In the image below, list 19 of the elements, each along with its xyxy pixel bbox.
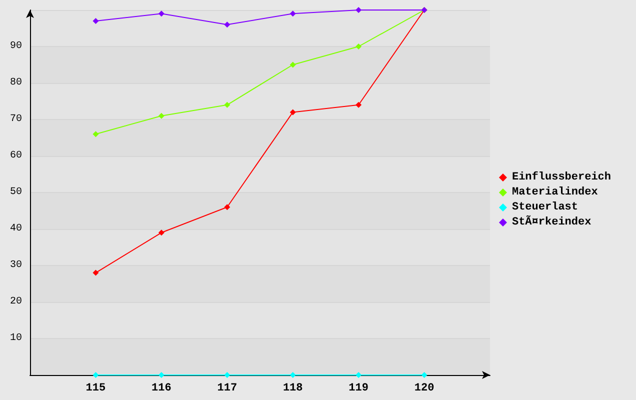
x-tick-label: 119 [348,382,368,394]
y-tick-label: 80 [10,78,22,88]
x-tick-label: 120 [414,382,434,394]
x-tick-label: 115 [86,382,106,394]
y-tick-label: 20 [10,296,22,308]
y-tick-label: 70 [10,114,22,125]
legend-label: Steuerlast [512,202,578,214]
legend-label: Einflussbereich [512,170,612,184]
x-tick-label: 116 [152,382,172,394]
x-tick-label: 118 [282,382,304,394]
y-tick-label: 90 [10,41,22,52]
legend-label: StÃ¤rkeindex [512,214,592,228]
y-tick-label: 30 [10,260,22,271]
y-tick-label: 10 [10,333,22,344]
y-tick-label: 50 [10,187,22,198]
legend-label: Materialindex [512,186,598,198]
y-tick-label: 40 [10,224,22,234]
x-tick-label: 117 [217,382,238,394]
y-tick-label: 60 [10,150,22,162]
